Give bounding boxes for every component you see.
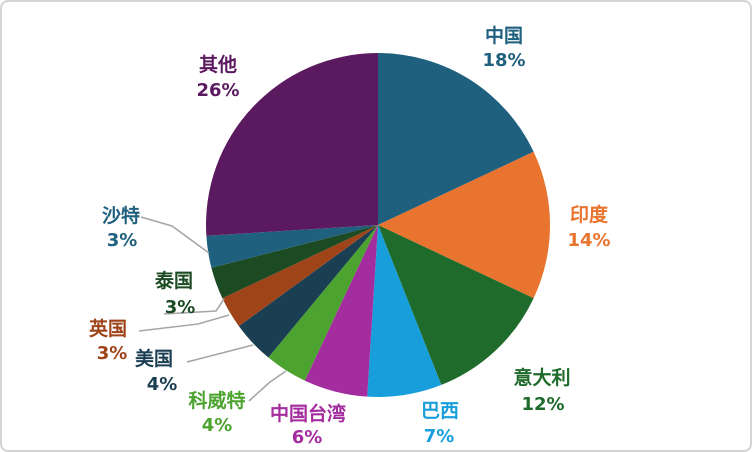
slice-label-8: 泰国 [154,269,193,292]
pie-slice-1 [378,151,550,299]
slice-percent-9: 3% [107,230,138,251]
slice-percent-5: 4% [202,415,233,436]
pie-slice-7 [222,225,378,327]
slice-label-10: 其他 [199,53,237,76]
pie-slice-10 [206,53,378,236]
slice-percent-8: 3% [165,297,196,318]
slice-label-9: 沙特 [102,205,140,227]
slice-label-1: 印度 [570,203,609,226]
slice-percent-6: 4% [147,374,178,395]
slice-percent-1: 14% [567,230,610,251]
pie-slices-group [206,53,550,397]
slice-percent-0: 18% [482,50,525,71]
leader-line-6 [186,344,254,363]
slice-label-2: 意大利 [513,366,570,389]
slice-percent-10: 26% [196,80,239,101]
pie-slice-8 [211,225,378,299]
pie-slice-9 [206,225,378,268]
pie-slice-2 [378,225,534,385]
slice-label-5: 科威特 [188,389,245,412]
slice-label-0: 中国 [485,24,523,47]
pie-slice-0 [378,53,534,225]
slice-label-3: 巴西 [421,400,459,422]
slice-label-6: 美国 [135,347,173,370]
slice-label-7: 英国 [89,317,127,340]
slice-label-4: 中国台湾 [270,402,346,425]
pie-slice-5 [268,225,378,381]
slice-percent-3: 7% [424,426,455,447]
leader-line-7 [138,314,230,332]
pie-slice-4 [304,225,378,397]
leader-line-9 [140,216,210,254]
leader-line-5 [248,370,287,402]
pie-slice-3 [367,225,442,397]
slice-percent-7: 3% [97,343,128,364]
slice-percent-4: 6% [292,427,323,448]
pie-slice-6 [238,225,378,358]
leader-lines-group [138,216,287,402]
slice-percent-2: 12% [521,394,564,415]
leader-line-8 [163,298,225,315]
